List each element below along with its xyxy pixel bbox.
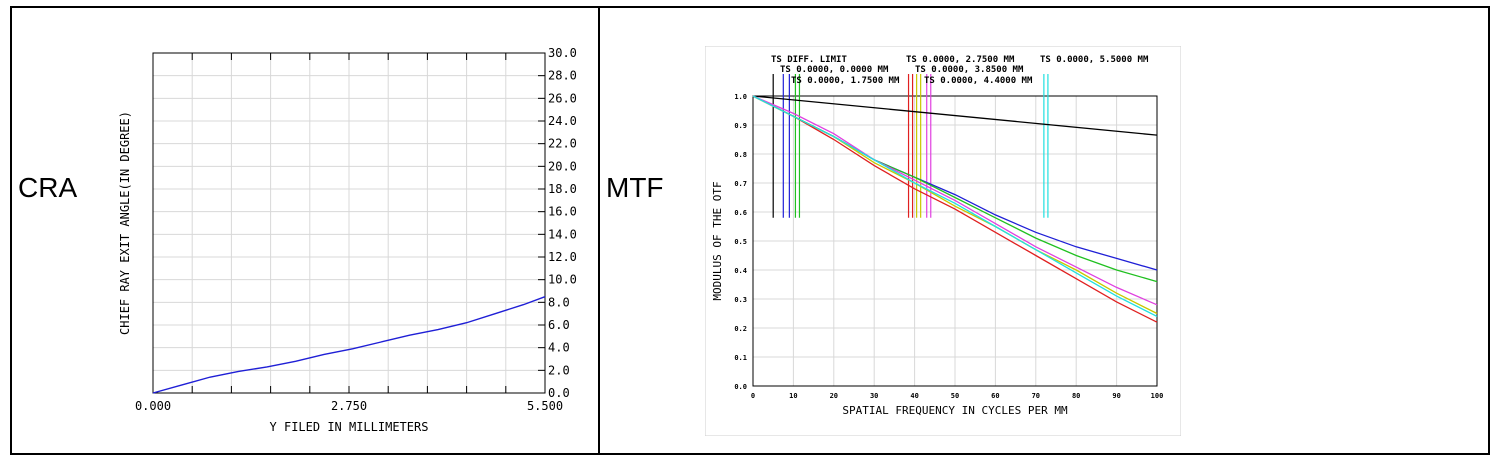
mtf-x-tick-label: 100 [1151, 392, 1164, 400]
cra-y-tick-label: 8.0 [548, 295, 570, 309]
cra-y-tick-label: 28.0 [548, 69, 577, 83]
mtf-legend-entry: TS 0.0000, 0.0000 MM [780, 65, 889, 75]
cra-y-tick-label: 10.0 [548, 273, 577, 287]
mtf-y-tick-label: 0.3 [734, 296, 747, 304]
mtf-y-tick-label: 0.0 [734, 383, 747, 391]
mtf-x-tick-label: 70 [1032, 392, 1040, 400]
mtf-series-line [752, 95, 1158, 306]
cra-x-tick-labels: 0.000 2.750 5.500 [135, 399, 563, 413]
panel-divider [598, 6, 600, 455]
mtf-series-line [752, 95, 1158, 317]
mtf-x-tick-label: 50 [951, 392, 959, 400]
cra-y-tick-label: 24.0 [548, 114, 577, 128]
mtf-legend-entry: TS DIFF. LIMIT [771, 55, 847, 65]
cra-x-tick-label: 0.000 [135, 399, 171, 413]
cra-series [152, 296, 546, 394]
cra-y-tick-label: 16.0 [548, 205, 577, 219]
cra-y-tick-labels: 0.0 2.0 4.0 6.0 8.0 10.0 12.0 14.0 16.0 18.0 20.0 2… [548, 46, 577, 400]
mtf-legend-entry: TS 0.0000, 5.5000 MM [1040, 55, 1149, 65]
mtf-plot-frame [752, 95, 1158, 387]
cra-chart: 0.0 2.0 4.0 6.0 8.0 10.0 12.0 14.0 16.0 18.0 20.0 2… [118, 46, 577, 434]
mtf-x-tick-label: 90 [1112, 392, 1120, 400]
mtf-frequency-markers [772, 74, 1049, 218]
mtf-x-tick-label: 60 [991, 392, 999, 400]
cra-y-tick-label: 6.0 [548, 318, 570, 332]
cra-y-tick-label: 30.0 [548, 46, 577, 60]
cra-x-axis-label: Y FILED IN MILLIMETERS [270, 420, 429, 434]
cra-x-tick-label: 5.500 [527, 399, 563, 413]
mtf-legend-entry: TS 0.0000, 4.4000 MM [924, 76, 1033, 86]
mtf-y-tick-label: 0.7 [734, 180, 747, 188]
cra-x-tick-label: 2.750 [331, 399, 367, 413]
mtf-y-tick-label: 0.5 [734, 238, 747, 246]
cra-y-tick-label: 4.0 [548, 341, 570, 355]
mtf-x-tick-label: 80 [1072, 392, 1080, 400]
mtf-y-axis-label: MODULUS OF THE OTF [711, 181, 724, 300]
mtf-series-line [752, 95, 1158, 136]
mtf-y-tick-label: 1.0 [734, 93, 747, 101]
mtf-x-tick-label: 30 [870, 392, 878, 400]
cra-y-tick-label: 0.0 [548, 386, 570, 400]
cra-grid [153, 53, 545, 393]
mtf-grid [753, 96, 1157, 386]
mtf-y-tick-label: 0.9 [734, 122, 747, 130]
mtf-x-tick-label: 10 [789, 392, 797, 400]
mtf-x-axis-label: SPATIAL FREQUENCY IN CYCLES PER MM [842, 404, 1068, 417]
mtf-legend-entry: TS 0.0000, 1.7500 MM [791, 76, 900, 86]
cra-ticks [191, 53, 545, 393]
mtf-panel-label: MTF [606, 172, 664, 203]
mtf-series-line [752, 95, 1158, 323]
mtf-legend-entry: TS 0.0000, 2.7500 MM [906, 55, 1015, 65]
mtf-y-tick-label: 0.1 [734, 354, 747, 362]
cra-y-tick-label: 22.0 [548, 137, 577, 151]
mtf-legend-entry: TS 0.0000, 3.8500 MM [915, 65, 1024, 75]
mtf-y-tick-labels: 0.0 0.1 0.2 0.3 0.4 0.5 0.6 0.7 0.8 0.9 1.0 [734, 93, 747, 391]
cra-panel-label: CRA [18, 172, 78, 203]
mtf-y-tick-label: 0.2 [734, 325, 747, 333]
cra-y-tick-label: 14.0 [548, 227, 577, 241]
mtf-y-tick-label: 0.4 [734, 267, 747, 275]
mtf-y-tick-label: 0.6 [734, 209, 747, 217]
mtf-series [752, 95, 1158, 323]
cra-series-line [152, 296, 546, 394]
cra-y-tick-label: 20.0 [548, 159, 577, 173]
cra-y-axis-label: CHIEF RAY EXIT ANGLE(IN DEGREE) [118, 111, 132, 335]
mtf-x-tick-labels: 0 10 20 30 40 50 60 70 80 90 100 [751, 392, 1163, 400]
figure-frame [10, 6, 1490, 455]
mtf-x-tick-label: 40 [910, 392, 918, 400]
mtf-x-tick-label: 20 [830, 392, 838, 400]
cra-y-tick-label: 2.0 [548, 363, 570, 377]
cra-y-tick-label: 12.0 [548, 250, 577, 264]
cra-y-tick-label: 18.0 [548, 182, 577, 196]
mtf-x-tick-label: 0 [751, 392, 755, 400]
mtf-y-tick-label: 0.8 [734, 151, 747, 159]
cra-y-tick-label: 26.0 [548, 91, 577, 105]
